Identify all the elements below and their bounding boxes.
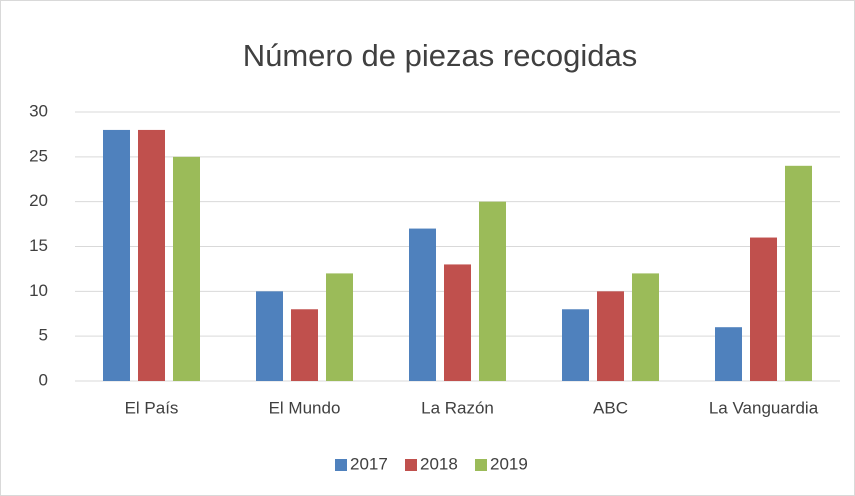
- x-tick-label: La Vanguardia: [709, 398, 819, 417]
- legend-swatch: [405, 459, 417, 471]
- bar: [103, 129, 130, 381]
- y-tick-label: 30: [29, 101, 48, 120]
- legend-swatch: [475, 459, 487, 471]
- x-tick-label: La Razón: [421, 398, 494, 417]
- bar: [173, 156, 200, 381]
- x-tick-label: El Mundo: [269, 398, 341, 417]
- y-tick-label: 10: [29, 281, 48, 300]
- bar: [326, 273, 353, 381]
- legend-label: 2019: [490, 454, 528, 473]
- bar: [562, 309, 589, 381]
- legend-label: 2017: [350, 454, 388, 473]
- x-tick-label: El País: [125, 398, 179, 417]
- y-tick-label: 15: [29, 236, 48, 255]
- chart-title: Número de piezas recogidas: [243, 38, 638, 73]
- bar: [479, 201, 506, 381]
- legend-label: 2018: [420, 454, 458, 473]
- bar: [715, 327, 742, 381]
- bar: [597, 291, 624, 381]
- x-tick-label: ABC: [593, 398, 628, 417]
- y-tick-label: 20: [29, 191, 48, 210]
- bar: [256, 291, 283, 381]
- bar: [785, 165, 812, 381]
- bar: [409, 228, 436, 381]
- y-tick-label: 0: [39, 370, 48, 389]
- y-tick-label: 5: [39, 326, 48, 345]
- bar: [291, 309, 318, 381]
- bar: [632, 273, 659, 381]
- bar: [750, 237, 777, 381]
- y-tick-label: 25: [29, 146, 48, 165]
- bar: [444, 264, 471, 381]
- legend-swatch: [335, 459, 347, 471]
- bar: [138, 129, 165, 381]
